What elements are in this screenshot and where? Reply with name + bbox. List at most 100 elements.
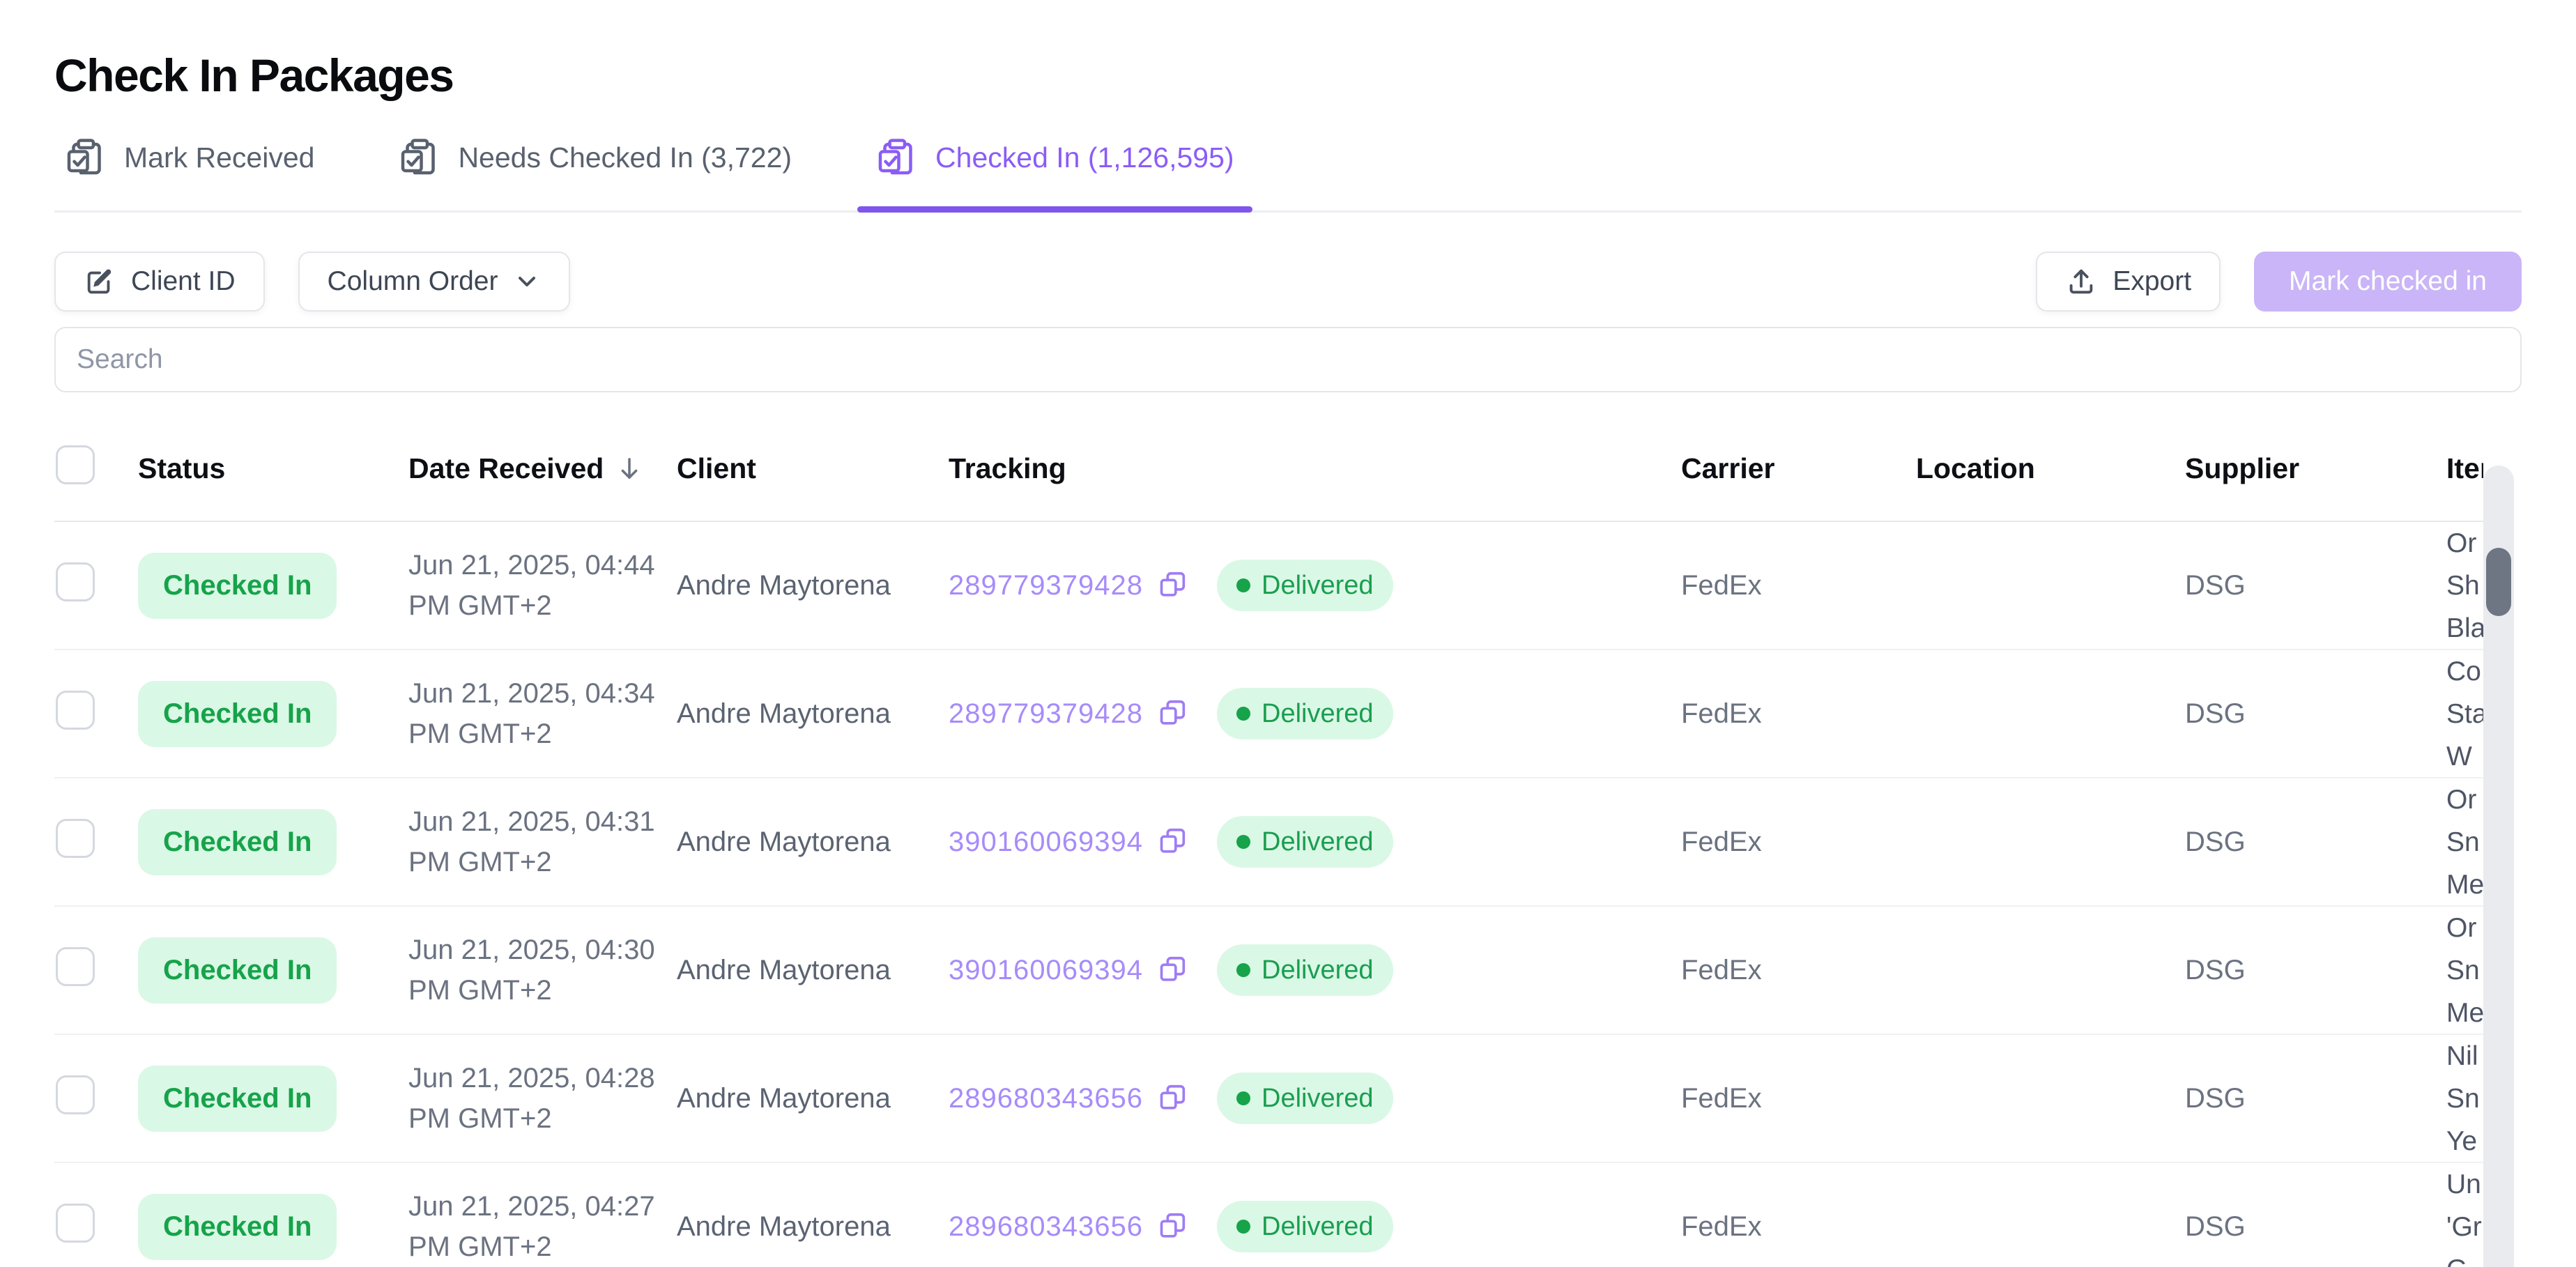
date-line-2: PM GMT+2 bbox=[408, 1103, 552, 1134]
delivered-dot bbox=[1236, 1091, 1250, 1105]
clipboard-check-icon bbox=[878, 139, 912, 175]
select-all-checkbox[interactable] bbox=[56, 445, 95, 484]
row-checkbox[interactable] bbox=[56, 947, 95, 986]
item-line: Sn bbox=[2446, 827, 2480, 857]
status-badge: Checked In bbox=[138, 1065, 337, 1132]
copy-icon[interactable] bbox=[1157, 698, 1189, 730]
column-header-date-received[interactable]: Date Received bbox=[408, 452, 677, 485]
row-checkbox[interactable] bbox=[56, 1075, 95, 1114]
client-id-label: Client ID bbox=[131, 266, 236, 296]
client-name: Andre Maytorena bbox=[677, 698, 891, 729]
date-line-2: PM GMT+2 bbox=[408, 719, 552, 749]
delivered-dot bbox=[1236, 1220, 1250, 1234]
date-line-2: PM GMT+2 bbox=[408, 975, 552, 1006]
item-line: W bbox=[2446, 741, 2472, 771]
page-title: Check In Packages bbox=[54, 49, 454, 101]
carrier-cell: FedEx bbox=[1681, 698, 1762, 729]
delivered-dot bbox=[1236, 707, 1250, 721]
status-badge: Checked In bbox=[138, 808, 337, 875]
table-body: Checked In Jun 21, 2025, 04:44 PM GMT+2 … bbox=[54, 522, 2483, 1267]
delivery-status-badge: Delivered bbox=[1217, 1073, 1393, 1124]
client-name: Andre Maytorena bbox=[677, 569, 891, 601]
delivery-status-badge: Delivered bbox=[1217, 688, 1393, 739]
tracking-link[interactable]: 390160069394 bbox=[949, 826, 1143, 857]
supplier-cell: DSG bbox=[2185, 1082, 2246, 1114]
delivery-status-label: Delivered bbox=[1262, 955, 1374, 985]
column-order-label: Column Order bbox=[327, 266, 498, 296]
copy-icon[interactable] bbox=[1157, 826, 1189, 858]
tracking-cell: 289680343656 bbox=[949, 1211, 1217, 1243]
upload-icon bbox=[2070, 269, 2093, 294]
row-checkbox[interactable] bbox=[56, 1204, 95, 1243]
carrier-cell: FedEx bbox=[1681, 826, 1762, 857]
row-checkbox[interactable] bbox=[56, 562, 95, 601]
table-header-row: Status Date Received Client Tracking Car… bbox=[54, 416, 2483, 522]
delivered-dot bbox=[1236, 963, 1250, 977]
status-badge: Checked In bbox=[138, 937, 337, 1004]
tracking-link[interactable]: 289779379428 bbox=[949, 698, 1143, 729]
copy-icon[interactable] bbox=[1157, 1082, 1189, 1114]
status-badge: Checked In bbox=[138, 552, 337, 619]
tab-needs-checked-in[interactable]: Needs Checked In (3,722) bbox=[398, 137, 792, 178]
column-order-button[interactable]: Column Order bbox=[298, 252, 571, 312]
items-cell: Or Sn Me bbox=[2446, 778, 2483, 906]
column-header-location: Location bbox=[1916, 452, 2035, 484]
clipboard-check-icon bbox=[67, 139, 101, 175]
tab-label: Needs Checked In (3,722) bbox=[458, 141, 792, 174]
carrier-cell: FedEx bbox=[1681, 954, 1762, 985]
column-header-carrier: Carrier bbox=[1681, 452, 1775, 484]
column-header-tracking: Tracking bbox=[949, 452, 1066, 484]
supplier-cell: DSG bbox=[2185, 826, 2246, 857]
tracking-cell: 289680343656 bbox=[949, 1082, 1217, 1114]
client-name: Andre Maytorena bbox=[677, 1211, 891, 1242]
items-cell: Co Sta W bbox=[2446, 650, 2483, 778]
date-received-cell: Jun 21, 2025, 04:34 PM GMT+2 bbox=[408, 673, 677, 754]
column-header-client: Client bbox=[677, 452, 756, 484]
tracking-link[interactable]: 289680343656 bbox=[949, 1211, 1143, 1242]
tracking-cell: 289779379428 bbox=[949, 698, 1217, 730]
copy-icon[interactable] bbox=[1157, 569, 1189, 601]
mark-checked-in-button[interactable]: Mark checked in bbox=[2254, 252, 2522, 312]
table-row: Checked In Jun 21, 2025, 04:31 PM GMT+2 … bbox=[54, 778, 2483, 907]
status-badge: Checked In bbox=[138, 680, 337, 747]
copy-icon[interactable] bbox=[1157, 1211, 1189, 1243]
tracking-cell: 390160069394 bbox=[949, 954, 1217, 986]
row-checkbox[interactable] bbox=[56, 691, 95, 730]
search-input[interactable] bbox=[54, 327, 2522, 392]
item-line: Co bbox=[2446, 656, 2481, 686]
status-badge: Checked In bbox=[138, 1193, 337, 1260]
tracking-link[interactable]: 289680343656 bbox=[949, 1082, 1143, 1114]
scrollbar-thumb[interactable] bbox=[2486, 548, 2511, 616]
client-id-button[interactable]: Client ID bbox=[54, 252, 265, 312]
delivery-status-label: Delivered bbox=[1262, 827, 1374, 857]
tab-checked-in[interactable]: Checked In (1,126,595) bbox=[857, 137, 1252, 213]
date-line-1: Jun 21, 2025, 04:28 bbox=[408, 1063, 655, 1093]
clipboard-check-icon bbox=[401, 139, 436, 175]
delivery-status-badge: Delivered bbox=[1217, 560, 1393, 611]
item-line: Me bbox=[2446, 997, 2483, 1028]
chevron-down-icon bbox=[519, 277, 536, 286]
date-line-1: Jun 21, 2025, 04:27 bbox=[408, 1191, 655, 1222]
item-line: Me bbox=[2446, 869, 2483, 900]
client-name: Andre Maytorena bbox=[677, 1082, 891, 1114]
table-row: Checked In Jun 21, 2025, 04:34 PM GMT+2 … bbox=[54, 650, 2483, 778]
date-received-cell: Jun 21, 2025, 04:44 PM GMT+2 bbox=[408, 545, 677, 626]
date-line-2: PM GMT+2 bbox=[408, 1231, 552, 1262]
delivery-status-badge: Delivered bbox=[1217, 816, 1393, 868]
item-line: Nil bbox=[2446, 1041, 2478, 1071]
export-button[interactable]: Export bbox=[2036, 252, 2221, 312]
tracking-link[interactable]: 289779379428 bbox=[949, 569, 1143, 601]
copy-icon[interactable] bbox=[1157, 954, 1189, 986]
tracking-cell: 390160069394 bbox=[949, 826, 1217, 858]
item-line: Sh bbox=[2446, 570, 2480, 601]
row-checkbox[interactable] bbox=[56, 819, 95, 858]
date-line-1: Jun 21, 2025, 04:30 bbox=[408, 935, 655, 965]
tracking-link[interactable]: 390160069394 bbox=[949, 954, 1143, 985]
scrollbar-track[interactable] bbox=[2483, 466, 2514, 1267]
carrier-cell: FedEx bbox=[1681, 569, 1762, 601]
tab-mark-received[interactable]: Mark Received bbox=[64, 137, 314, 178]
sort-descending-icon bbox=[621, 458, 638, 479]
supplier-cell: DSG bbox=[2185, 698, 2246, 729]
delivered-dot bbox=[1236, 835, 1250, 849]
tab-bar: Mark Received Needs Checked In (3,722) bbox=[54, 137, 2522, 213]
